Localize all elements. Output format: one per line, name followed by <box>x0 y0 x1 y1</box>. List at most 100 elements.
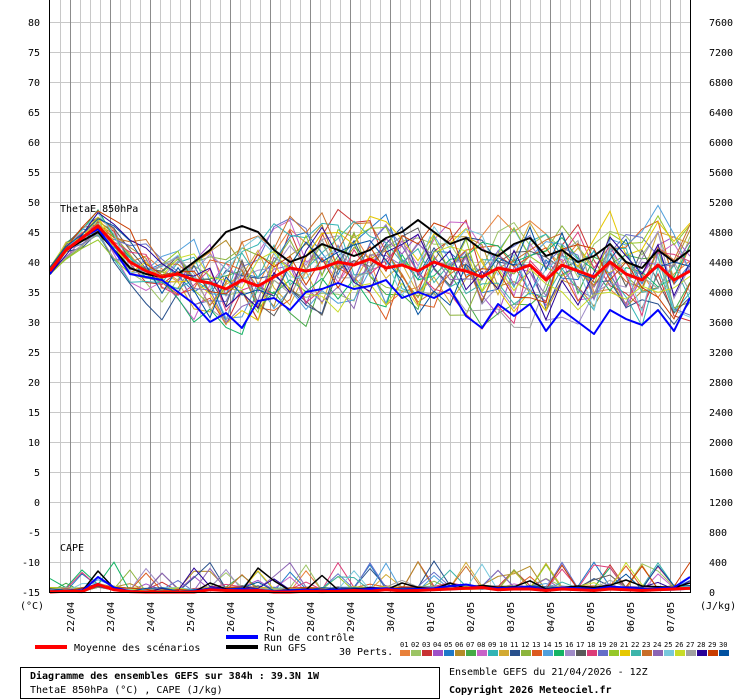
pert-legend-number: 24 <box>653 641 661 649</box>
left-tick-label: -5 <box>28 528 40 539</box>
perturbation-legend: 01 02 03 04 05 06 07 08 09 10 11 12 13 14 15 16 17 18 19 20… <box>400 641 729 656</box>
left-tick-label: 20 <box>28 378 40 389</box>
pert-thetae-line <box>49 218 691 319</box>
pert-legend-number: 01 <box>400 641 408 649</box>
control-thetae-line <box>49 228 691 335</box>
left-tick-label: 0 <box>34 498 40 509</box>
pert-legend-number: 16 <box>565 641 573 649</box>
pert-legend-swatch <box>587 650 597 656</box>
x-tick-label: 06/05 <box>626 602 637 632</box>
right-axis-ticks: 7600720068006400600056005200480044004000… <box>709 18 733 599</box>
left-tick-label: 35 <box>28 288 40 299</box>
left-tick-label: 60 <box>28 138 40 149</box>
pert-legend-swatch <box>609 650 619 656</box>
pert-legend-number: 21 <box>620 641 628 649</box>
pert-legend-swatch <box>444 650 454 656</box>
x-tick-label: 22/04 <box>66 602 77 632</box>
pert-legend-number: 27 <box>686 641 694 649</box>
pert-legend-number: 12 <box>521 641 529 649</box>
pert-legend-swatch <box>411 650 421 656</box>
pert-legend-swatch <box>433 650 443 656</box>
x-tick-label: 25/04 <box>186 602 197 632</box>
right-tick-label: 6800 <box>709 78 733 89</box>
pert-legend-swatch <box>576 650 586 656</box>
pert-legend-number: 26 <box>675 641 683 649</box>
right-tick-label: 7200 <box>709 48 733 59</box>
right-tick-label: 4800 <box>709 228 733 239</box>
pert-legend-swatch <box>466 650 476 656</box>
pert-legend-swatch <box>532 650 542 656</box>
pert-thetae-line <box>49 210 691 320</box>
x-tick-label: 04/05 <box>546 602 557 632</box>
pert-legend-swatch <box>697 650 707 656</box>
pert-legend-number: 15 <box>554 641 562 649</box>
footer-copyright: Copyright 2026 Meteociel.fr <box>449 685 612 696</box>
footer-run: Ensemble GEFS du 21/04/2026 - 12Z <box>449 667 648 678</box>
pert-legend-number: 23 <box>642 641 650 649</box>
thetae-annotation: ThetaE 850hPa <box>60 204 138 215</box>
right-tick-label: 4000 <box>709 288 733 299</box>
pert-legend-swatch <box>554 650 564 656</box>
pert-legend-swatch <box>653 650 663 656</box>
pert-legend-number: 04 <box>433 641 441 649</box>
pert-legend-number: 18 <box>587 641 595 649</box>
pert-legend-number: 22 <box>631 641 639 649</box>
right-tick-label: 6000 <box>709 138 733 149</box>
right-tick-label: 2000 <box>709 438 733 449</box>
pert-legend-swatch <box>422 650 432 656</box>
pert-legend-number: 17 <box>576 641 584 649</box>
left-tick-label: 25 <box>28 348 40 359</box>
pert-legend-swatch <box>488 650 498 656</box>
x-tick-label: 30/04 <box>386 602 397 632</box>
footer-subtitle: ThetaE 850hPa (°C) , CAPE (J/kg) <box>30 685 223 696</box>
pert-thetae-line <box>49 220 691 312</box>
pert-thetae-line <box>49 211 691 307</box>
pert-legend-number: 10 <box>499 641 507 649</box>
x-tick-label: 03/05 <box>506 602 517 632</box>
left-tick-label: -10 <box>22 558 40 569</box>
pert-legend-swatch <box>642 650 652 656</box>
pert-legend-number: 11 <box>510 641 518 649</box>
right-tick-label: 5600 <box>709 168 733 179</box>
x-tick-label: 02/05 <box>466 602 477 632</box>
x-tick-label: 23/04 <box>106 602 117 632</box>
pert-legend-swatch <box>521 650 531 656</box>
right-tick-label: 5200 <box>709 198 733 209</box>
pert-legend-swatch <box>455 650 465 656</box>
pert-legend-swatch <box>620 650 630 656</box>
pert-legend-swatch <box>664 650 674 656</box>
x-tick-label: 01/05 <box>426 602 437 632</box>
left-tick-label: 40 <box>28 258 40 269</box>
left-tick-label: 70 <box>28 78 40 89</box>
right-tick-label: 800 <box>709 528 727 539</box>
pert-legend-number: 02 <box>411 641 419 649</box>
pert-legend-number: 13 <box>532 641 540 649</box>
right-tick-label: 6400 <box>709 108 733 119</box>
right-tick-label: 1200 <box>709 498 733 509</box>
chart-grid <box>50 0 690 593</box>
pert-thetae-line <box>49 211 691 321</box>
x-tick-label: 29/04 <box>346 602 357 632</box>
cape-annotation: CAPE <box>60 543 84 554</box>
pert-legend-number: 08 <box>477 641 485 649</box>
pert-legend-number: 30 <box>719 641 727 649</box>
pert-legend-number: 14 <box>543 641 551 649</box>
pert-legend-number: 19 <box>598 641 606 649</box>
x-tick-label: 27/04 <box>266 602 277 632</box>
legend: Moyenne des scénarios Run de contrôle Ru… <box>35 632 729 658</box>
pert-legend-number: 07 <box>466 641 474 649</box>
right-tick-label: 7600 <box>709 18 733 29</box>
left-tick-label: 80 <box>28 18 40 29</box>
pert-legend-number: 20 <box>609 641 617 649</box>
left-tick-label: 30 <box>28 318 40 329</box>
left-tick-label: 50 <box>28 198 40 209</box>
pert-thetae-line <box>49 217 691 316</box>
x-tick-label: 24/04 <box>146 602 157 632</box>
pert-legend-swatch <box>510 650 520 656</box>
pert-thetae-line <box>49 228 691 324</box>
pert-legend-number: 29 <box>708 641 716 649</box>
left-tick-label: 75 <box>28 48 40 59</box>
pert-legend-swatch <box>598 650 608 656</box>
